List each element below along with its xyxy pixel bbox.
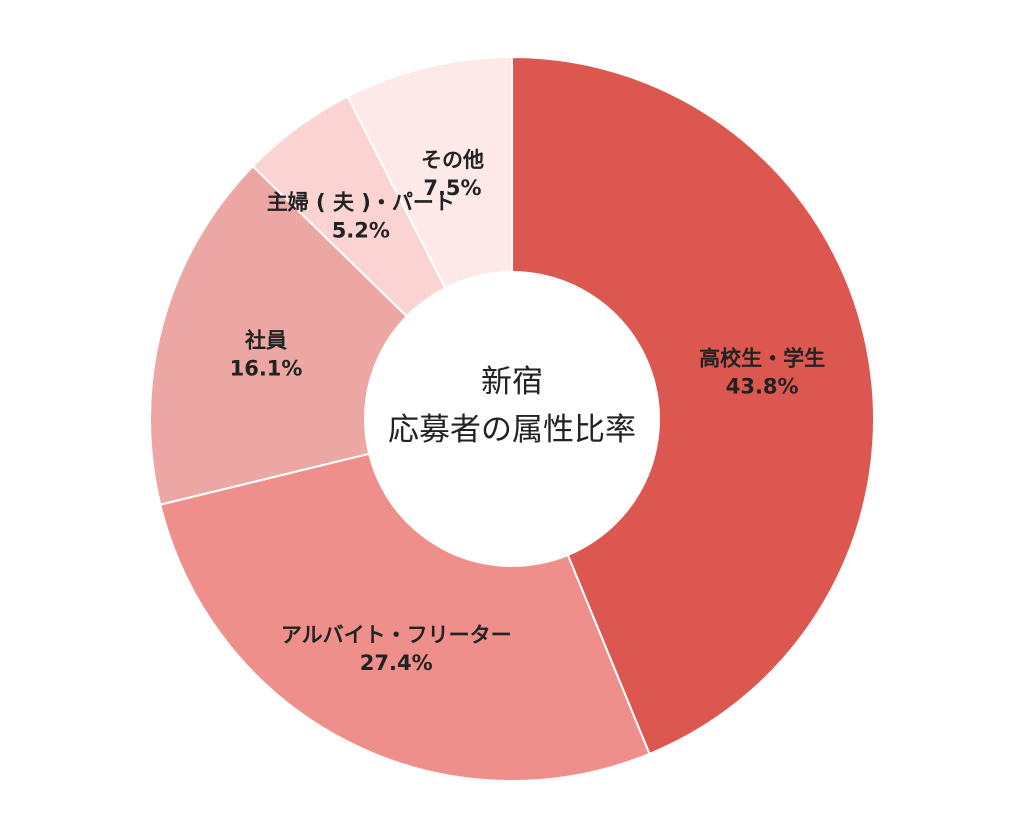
slice-value-label: 16.1% (230, 357, 303, 381)
center-title-line-2: 応募者の属性比率 (388, 412, 636, 448)
slice-category-label: 主婦 ( 夫 )・パート (267, 191, 455, 215)
slice-category-label: 高校生・学生 (699, 347, 825, 371)
slice-category-label: アルバイト・フリーター (281, 623, 512, 647)
slice-value-label: 7.5% (423, 176, 481, 200)
donut-hole (364, 271, 660, 567)
slice-value-label: 27.4% (360, 651, 433, 675)
slice-value-label: 43.8% (726, 375, 799, 399)
pie-slice-1 (511, 55, 875, 756)
center-title-line-1: 新宿 (481, 364, 543, 400)
slice-value-label: 5.2% (332, 219, 390, 243)
slice-category-label: 社員 (244, 329, 287, 353)
slice-category-label: その他 (421, 148, 484, 172)
slice-labels: 高校生・学生 43.8% アルバイト・フリーター 27.4% 社員 16.1% 主婦 ( 夫… (230, 148, 826, 675)
